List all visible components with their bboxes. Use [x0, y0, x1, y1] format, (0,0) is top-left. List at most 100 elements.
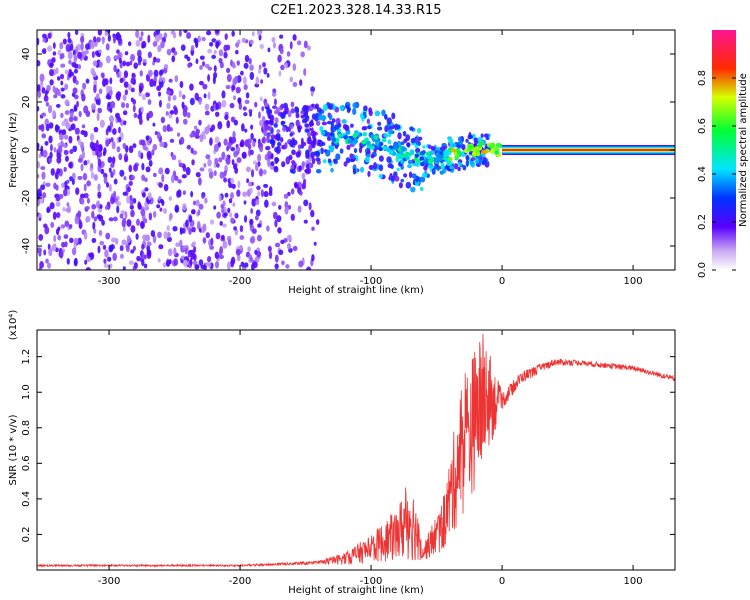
- spectrogram-cell: [77, 210, 82, 218]
- spectrogram-cell: [415, 175, 420, 183]
- spectrogram-cell: [417, 127, 422, 134]
- spectrogram-cell: [49, 202, 55, 210]
- snr-x-label: Height of straight line (km): [288, 585, 424, 596]
- spectrogram-cell: [276, 141, 282, 147]
- spectrogram-cell: [400, 178, 405, 183]
- spectrogram-cell: [38, 213, 42, 218]
- spectrogram-cell: [163, 67, 168, 74]
- spectrogram-cell: [119, 77, 124, 84]
- spectrogram-cell: [109, 107, 113, 113]
- spectrogram-cell: [309, 122, 315, 127]
- spectrogram-cell: [41, 112, 47, 117]
- spectrogram-cell: [182, 94, 186, 100]
- spectrogram-cell: [207, 255, 212, 263]
- spectrogram-ridge-cell: [400, 146, 406, 151]
- spectrogram-cell: [198, 98, 202, 105]
- spectrogram-cell: [207, 66, 213, 71]
- spectrogram-cell: [106, 256, 112, 262]
- spectrogram-cell: [359, 166, 365, 173]
- spectrogram-cell: [77, 64, 82, 70]
- spectrogram-cell: [108, 167, 112, 173]
- spectrogram-cell: [113, 216, 118, 222]
- spectrogram-cell: [182, 109, 188, 117]
- spectrogram-cell: [208, 170, 214, 179]
- spectrogram-cell: [53, 235, 57, 243]
- spectrogram-cell: [223, 44, 228, 52]
- spectrogram-cell: [204, 103, 210, 111]
- spectrogram-ridge-cell: [347, 139, 353, 144]
- spectrogram-cell: [236, 189, 241, 197]
- spectrogram-cell: [315, 157, 321, 162]
- spectrogram-cell: [47, 262, 52, 269]
- spectrogram-cell: [222, 240, 228, 249]
- spectrogram-cell: [73, 53, 78, 63]
- spectrogram-cell: [366, 153, 371, 158]
- spectrogram-cell: [37, 84, 41, 91]
- spectrogram-cell: [178, 90, 182, 98]
- spectrogram-cell: [123, 70, 129, 79]
- spectrogram-cell: [97, 245, 101, 254]
- spectrogram-cell: [93, 126, 99, 133]
- spectrogram-cell: [315, 219, 320, 225]
- spectrogram-cell: [352, 102, 358, 109]
- spectrogram-cell: [66, 76, 70, 81]
- spectrogram-cell: [169, 138, 175, 143]
- spectrogram-cell: [77, 175, 83, 181]
- spectrogram-cell: [474, 157, 479, 165]
- spectrogram-cell: [259, 145, 264, 153]
- spectrogram-cell: [39, 73, 45, 82]
- spectrogram-cell: [107, 156, 113, 164]
- spectrogram-cell: [241, 267, 246, 270]
- spectrogram-ridge-cell: [477, 141, 483, 146]
- spectrogram-cell: [151, 149, 155, 156]
- spectrogram-cell: [73, 116, 77, 121]
- spectrogram-cell: [343, 161, 348, 167]
- spectrogram-cell: [107, 125, 112, 132]
- spectrogram-cell: [198, 80, 204, 86]
- spectrogram-cell: [285, 264, 290, 269]
- spectrogram-cell: [44, 226, 50, 235]
- spectrogram-cell: [209, 137, 213, 146]
- spectrogram-cell: [109, 77, 113, 85]
- x-tick-label: 0: [499, 276, 505, 287]
- spectrogram-cell: [226, 145, 230, 152]
- spectrogram-cell: [230, 259, 235, 268]
- spectrogram-cell: [60, 112, 64, 119]
- spectrogram-cell: [295, 151, 301, 158]
- spectrogram-ridge-cell: [364, 137, 369, 142]
- spectrogram-ridge-cell: [405, 155, 411, 161]
- spectrogram-cell: [45, 123, 50, 132]
- spectrogram-cell: [168, 259, 172, 265]
- spectrogram-cell: [98, 49, 102, 54]
- spectrogram-cell: [72, 87, 78, 94]
- spectrogram-cell: [70, 123, 76, 131]
- spectrogram-cell: [191, 241, 197, 246]
- spectrogram-cell: [50, 221, 55, 228]
- spectrogram-cell: [244, 139, 249, 148]
- spectrogram-cell: [146, 241, 152, 247]
- spectrogram-cell: [101, 219, 105, 226]
- spectrogram-cell: [381, 109, 386, 117]
- spectrogram-cell: [243, 200, 247, 205]
- spectrogram-cell: [405, 134, 411, 142]
- spectrogram-cell: [191, 159, 195, 166]
- spectrogram-cell: [147, 99, 152, 106]
- spectrogram-cell: [449, 165, 455, 170]
- spectrogram-cell: [122, 142, 127, 150]
- spectrogram-cell: [163, 183, 169, 192]
- spectrogram-cell: [282, 126, 287, 132]
- spectrogram-cell: [51, 244, 57, 252]
- spectrogram-cell: [224, 165, 229, 171]
- spectrogram-cell: [280, 64, 285, 71]
- spectrogram-cell: [263, 67, 268, 75]
- spectrogram-cell: [273, 98, 277, 106]
- spectrogram-cell: [80, 163, 84, 172]
- spectrogram-cell: [289, 132, 293, 137]
- spectrogram-cell: [47, 105, 53, 114]
- spectrogram-cell: [310, 151, 315, 159]
- spectrogram-cell: [256, 30, 261, 36]
- spectrogram-cell: [288, 154, 293, 161]
- spectrogram-cell: [122, 266, 126, 270]
- spectrogram-cell: [48, 157, 53, 163]
